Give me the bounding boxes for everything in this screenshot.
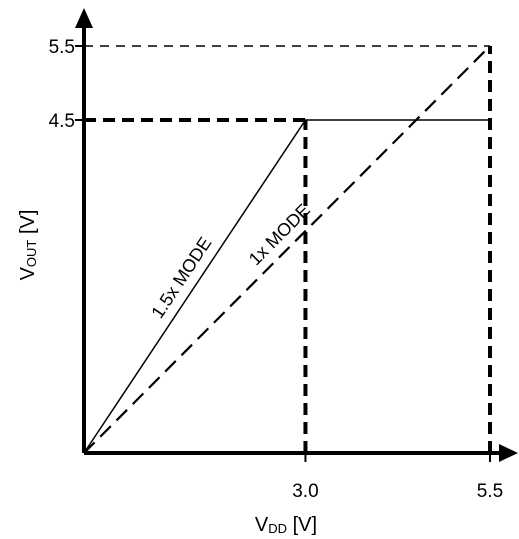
y-tick-label-0: 4.5 <box>49 111 75 132</box>
tick-marks: 3.0 5.5 4.5 5.5 <box>49 37 504 502</box>
x-axis-title: VDD [V] <box>255 514 317 536</box>
series-labels: 1.5x MODE 1x MODE <box>147 200 314 322</box>
x-tick-label-0: 3.0 <box>292 481 318 502</box>
axes <box>75 8 518 462</box>
guide-lines <box>84 45 492 453</box>
series-line-1 <box>83 45 491 454</box>
series-line-0 <box>83 119 490 454</box>
series-label-0: 1.5x MODE <box>147 233 215 322</box>
series-lines <box>83 45 491 454</box>
y-tick-label-1: 5.5 <box>49 37 75 58</box>
y-axis-arrow-icon <box>75 8 93 28</box>
x-axis-arrow-icon <box>499 444 518 462</box>
x-tick-label-1: 5.5 <box>477 481 503 502</box>
y-axis-title: VOUT [V] <box>17 210 39 281</box>
